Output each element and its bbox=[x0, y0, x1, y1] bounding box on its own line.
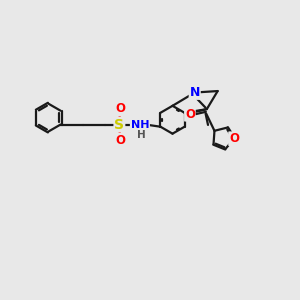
Text: S: S bbox=[114, 118, 124, 132]
Text: NH: NH bbox=[131, 120, 149, 130]
Text: O: O bbox=[115, 102, 125, 116]
Text: O: O bbox=[229, 132, 239, 145]
Text: H: H bbox=[137, 130, 146, 140]
Text: N: N bbox=[190, 86, 200, 99]
Text: O: O bbox=[185, 108, 195, 121]
Text: O: O bbox=[115, 134, 125, 147]
